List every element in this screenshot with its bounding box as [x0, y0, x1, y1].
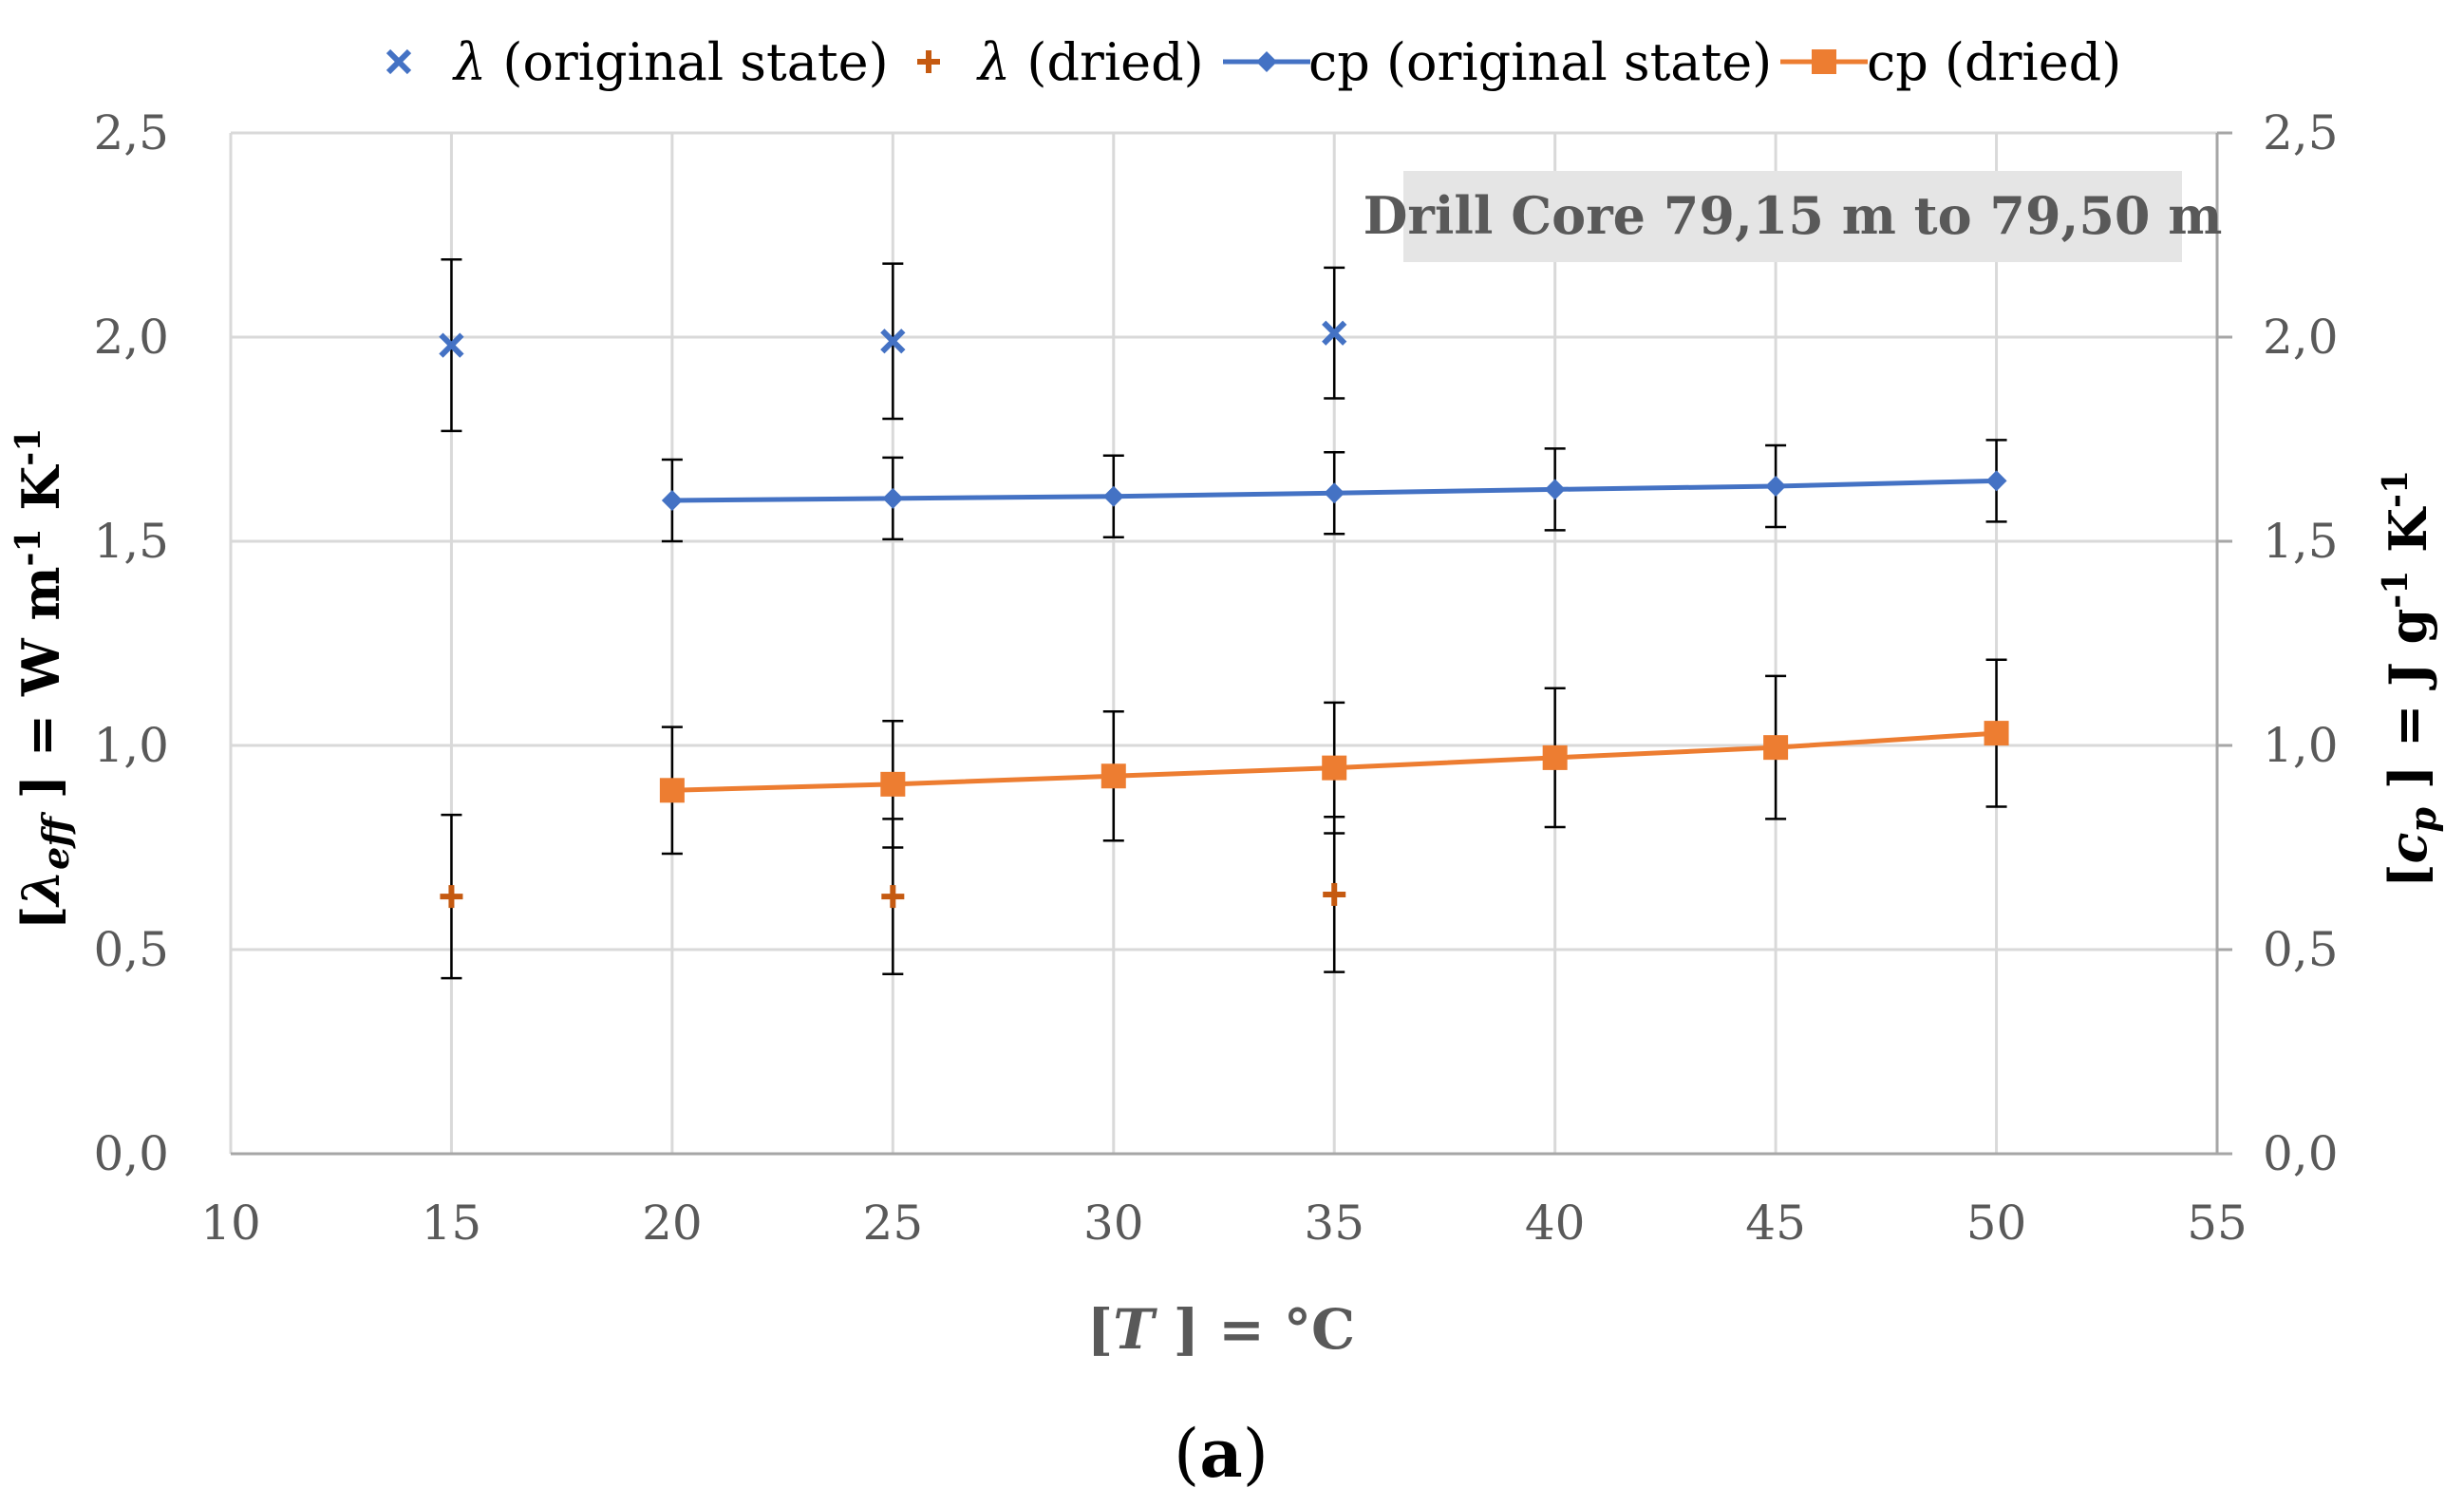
legend-label: cp (original state) — [1308, 32, 1772, 92]
legend-name: cp (dried) — [1867, 32, 2121, 92]
annotation-box: Drill Core 79,15 m to 79,50 m — [1364, 171, 2223, 262]
data-point-stroke — [439, 332, 464, 358]
y-tick-label-left: 1,5 — [93, 514, 169, 569]
y-tick-label-right: 1,0 — [2263, 718, 2339, 773]
grid — [229, 131, 2219, 1154]
data-point — [1542, 744, 1568, 770]
y-axis-title-left: [λeff ] = W m-1 K-1 — [9, 428, 77, 931]
annotation-background — [1403, 171, 2182, 262]
x-axis-title: [T ] = °C — [1087, 1297, 1355, 1362]
legend-item-1: λ (dried) — [917, 32, 1204, 92]
x-tick-label: 55 — [2187, 1196, 2248, 1251]
y-tick-label-left: 0,5 — [93, 922, 169, 977]
y-axis-title-right: [cp ] = J g-1 K-1 — [2376, 470, 2444, 888]
plot-area — [439, 258, 2009, 980]
data-point — [1102, 485, 1124, 507]
legend-item-3: cp (dried) — [1780, 32, 2121, 92]
x-tick-label: 20 — [642, 1196, 703, 1251]
x-tick-label: 15 — [422, 1196, 482, 1251]
x-tick-label: 45 — [1745, 1196, 1806, 1251]
y-tick-label-right: 2,5 — [2263, 105, 2339, 160]
data-point — [440, 885, 463, 909]
x-tick-label: 10 — [200, 1196, 261, 1251]
legend-label: cp (dried) — [1867, 32, 2121, 92]
data-point — [1985, 470, 2007, 492]
y-tick-label-left: 2,5 — [93, 105, 169, 160]
data-point — [1324, 482, 1345, 504]
data-point — [1323, 882, 1346, 906]
figure-caption: (a) — [1174, 1414, 1269, 1493]
series-2 — [661, 439, 2007, 543]
y-tick-label-right: 1,5 — [2263, 514, 2339, 569]
data-point — [1100, 763, 1126, 789]
legend-symbol: λ — [452, 32, 502, 92]
data-point — [1763, 735, 1789, 761]
axes — [231, 131, 2232, 1156]
data-point-stroke — [1322, 320, 1347, 346]
data-point — [439, 332, 464, 358]
x-tick-label: 25 — [863, 1196, 924, 1251]
legend-marker — [1256, 51, 1277, 72]
x-tick-label: 50 — [1966, 1196, 2027, 1251]
annotation-text: Drill Core 79,15 m to 79,50 m — [1364, 185, 2223, 246]
data-point — [661, 490, 683, 511]
legend-item-2: cp (original state) — [1223, 32, 1772, 92]
legend-name: (dried) — [1026, 32, 1203, 92]
legend-marker — [386, 48, 412, 75]
x-tick-label: 40 — [1525, 1196, 1586, 1251]
data-point — [1984, 721, 2009, 746]
data-point — [880, 329, 906, 354]
legend-label: λ (original state) — [452, 32, 889, 92]
data-point — [659, 778, 685, 803]
data-point — [1544, 479, 1566, 500]
series-0 — [439, 258, 1347, 433]
data-point — [882, 487, 904, 509]
y-tick-label-left: 2,0 — [93, 310, 169, 365]
y-tick-label-right: 0,0 — [2263, 1126, 2339, 1181]
x-tick-label: 35 — [1304, 1196, 1364, 1251]
series-1 — [440, 813, 1346, 980]
legend-marker-stroke — [386, 48, 412, 75]
data-point — [880, 771, 906, 797]
legend-name: (original state) — [502, 32, 888, 92]
y-tick-label-left: 1,0 — [93, 718, 169, 773]
legend-label: λ (dried) — [976, 32, 1204, 92]
legend: λ (original state) λ (dried) cp (original … — [386, 32, 2121, 92]
data-point-stroke — [880, 329, 906, 354]
legend-marker — [1812, 49, 1836, 74]
legend-marker — [917, 50, 940, 73]
data-point — [1765, 475, 1787, 497]
y-tick-label-right: 0,5 — [2263, 922, 2339, 977]
data-point — [1322, 755, 1347, 781]
tick-labels: 10 15 20 25 30 35 40 45 50 55 0,0 0,5 1,0 1,5 2,0 2,5 0,… — [93, 105, 2338, 1251]
y-tick-label-left: 0,0 — [93, 1126, 169, 1181]
y-tick-label-right: 2,0 — [2263, 310, 2339, 365]
legend-symbol: λ — [976, 32, 1026, 92]
data-point — [881, 885, 905, 909]
legend-name: cp (original state) — [1308, 32, 1772, 92]
series-3 — [659, 658, 2009, 856]
data-point — [1322, 320, 1347, 346]
legend-item-0: λ (original state) — [386, 32, 889, 92]
x-tick-label: 30 — [1083, 1196, 1144, 1251]
